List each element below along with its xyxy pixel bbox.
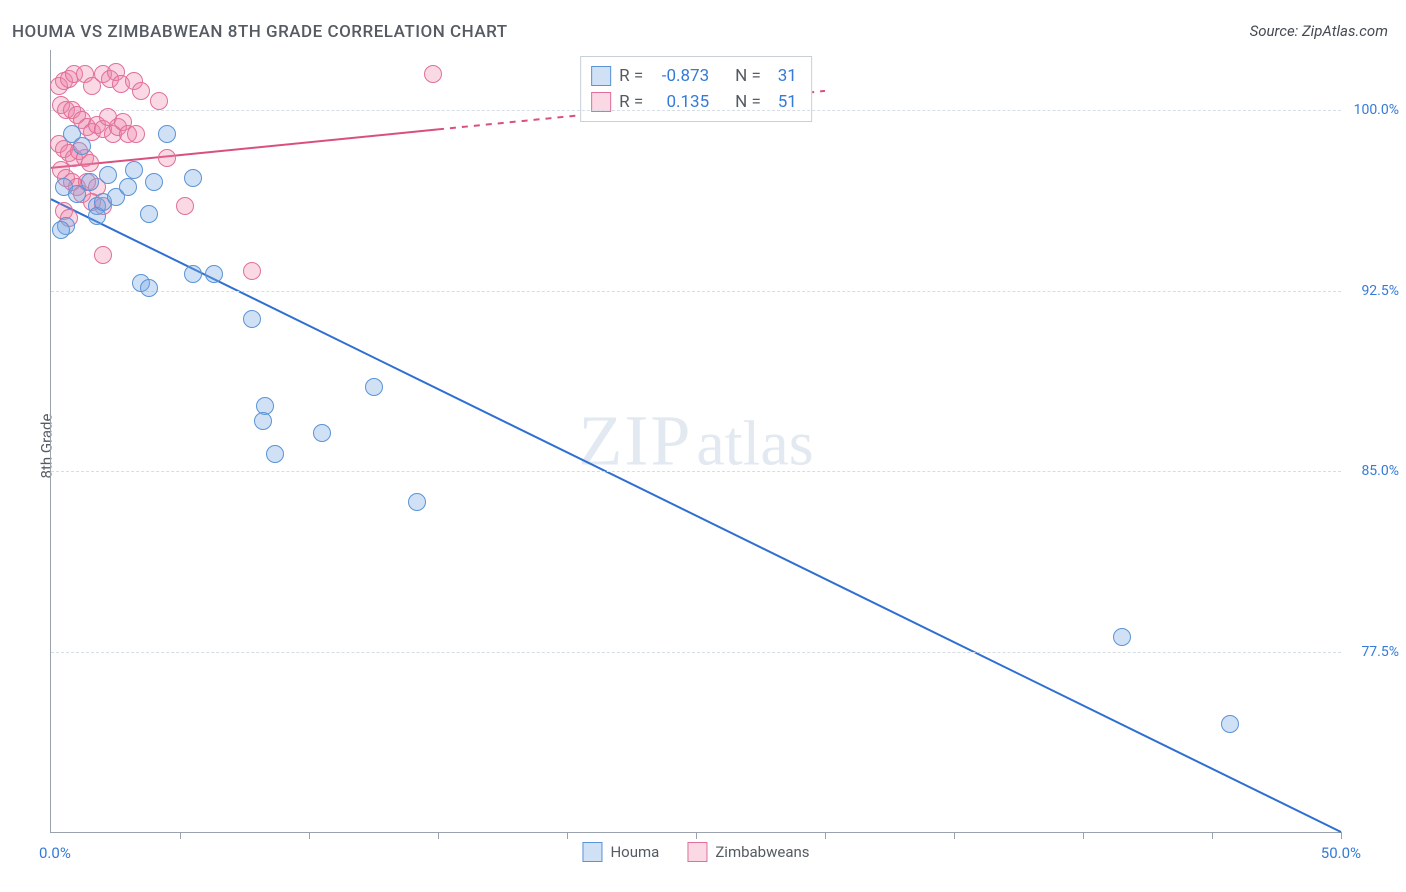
x-tick: [696, 832, 697, 839]
data-point: [176, 197, 194, 215]
data-point: [243, 310, 261, 328]
x-tick: [438, 832, 439, 839]
gridline: [51, 471, 1341, 472]
data-point: [99, 166, 117, 184]
chart-title: HOUMA VS ZIMBABWEAN 8TH GRADE CORRELATIO…: [12, 22, 508, 42]
legend-item-houma: Houma: [582, 842, 659, 862]
data-point: [205, 265, 223, 283]
data-point: [81, 154, 99, 172]
y-tick-label: 100.0%: [1354, 102, 1399, 118]
data-point: [132, 82, 150, 100]
x-tick: [954, 832, 955, 839]
correlation-stats-box: R = -0.873 N = 31 R = 0.135 N = 51: [580, 56, 812, 122]
swatch-blue-icon: [582, 842, 602, 862]
data-point: [1113, 628, 1131, 646]
x-tick: [1083, 832, 1084, 839]
data-point: [266, 445, 284, 463]
n-value: 51: [769, 92, 797, 112]
y-tick-label: 85.0%: [1361, 463, 1399, 479]
n-label: N =: [735, 92, 761, 112]
series-legend: Houma Zimbabweans: [582, 842, 809, 862]
n-label: N =: [735, 66, 761, 86]
data-point: [140, 205, 158, 223]
x-end-label: 50.0%: [1321, 844, 1361, 862]
data-point: [184, 265, 202, 283]
trend-line: [51, 199, 1341, 832]
gridline: [51, 291, 1341, 292]
data-point: [365, 378, 383, 396]
legend-label: Zimbabweans: [715, 843, 809, 861]
swatch-blue-icon: [591, 66, 611, 86]
r-value: 0.135: [651, 92, 709, 112]
data-point: [119, 178, 137, 196]
x-tick: [1341, 832, 1342, 839]
data-point: [150, 92, 168, 110]
data-point: [1221, 715, 1239, 733]
data-point: [73, 137, 91, 155]
data-point: [52, 221, 70, 239]
gridline: [51, 652, 1341, 653]
x-tick: [825, 832, 826, 839]
data-point: [254, 412, 272, 430]
data-point: [158, 149, 176, 167]
data-point: [408, 493, 426, 511]
swatch-pink-icon: [591, 92, 611, 112]
data-point: [313, 424, 331, 442]
x-tick: [567, 832, 568, 839]
stat-row-houma: R = -0.873 N = 31: [591, 63, 797, 89]
trend-lines: [51, 50, 1341, 832]
data-point: [145, 173, 163, 191]
data-point: [81, 173, 99, 191]
swatch-pink-icon: [687, 842, 707, 862]
data-point: [127, 125, 145, 143]
data-point: [125, 161, 143, 179]
data-point: [424, 65, 442, 83]
x-tick: [309, 832, 310, 839]
data-point: [243, 262, 261, 280]
source-credit: Source: ZipAtlas.com: [1250, 22, 1388, 40]
gridline: [51, 110, 1341, 111]
data-point: [184, 169, 202, 187]
r-label: R =: [619, 66, 643, 86]
x-tick: [1212, 832, 1213, 839]
r-value: -0.873: [651, 66, 709, 86]
y-tick-label: 77.5%: [1361, 644, 1399, 660]
r-label: R =: [619, 92, 643, 112]
data-point: [94, 246, 112, 264]
data-point: [140, 279, 158, 297]
x-tick: [180, 832, 181, 839]
legend-item-zimbabweans: Zimbabweans: [687, 842, 809, 862]
x-origin-label: 0.0%: [39, 844, 71, 862]
legend-label: Houma: [610, 843, 659, 861]
scatter-plot: ZIP atlas R = -0.873 N = 31 R = 0.135 N …: [50, 50, 1341, 833]
n-value: 31: [769, 66, 797, 86]
data-point: [158, 125, 176, 143]
y-tick-label: 92.5%: [1361, 283, 1399, 299]
